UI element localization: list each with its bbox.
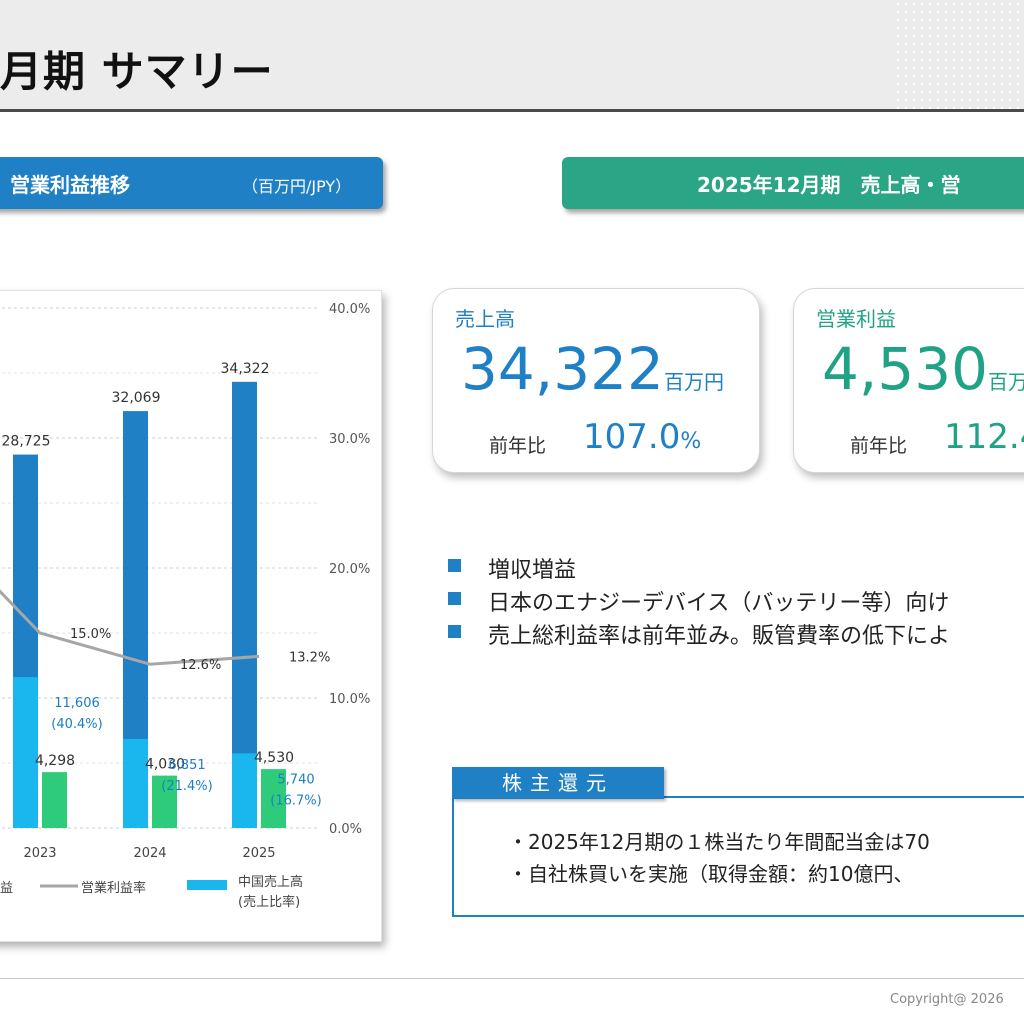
kpi-sales-unit: 百万円 <box>663 370 724 394</box>
chart-card <box>0 290 382 942</box>
kpi-op-yoy-line: 112.4 <box>944 417 1024 457</box>
sales-data-label: 28,725 <box>2 434 51 450</box>
kpi-sales-yoy-label: 前年比 <box>489 435 547 457</box>
bullet-square-icon <box>448 592 461 605</box>
y2-tick-label: 40.0% <box>329 302 370 317</box>
china-sales-bar <box>123 738 148 828</box>
summary-banner-title: 2025年12月期 売上高・営 <box>697 173 961 197</box>
china-ratio-label: (16.7%) <box>270 793 321 808</box>
kpi-sales-yoy-value: 107.0 <box>583 417 681 457</box>
legend-label: 益 <box>0 881 13 896</box>
legend-label: 営業利益率 <box>81 880 146 896</box>
list-item: 日本のエナジーデバイス（バッテリー等）向け <box>446 585 950 618</box>
margin-data-label: 12.6% <box>180 658 221 673</box>
header-bar: 月期 サマリー <box>0 0 1024 112</box>
op-data-label: 4,030 <box>145 757 185 773</box>
china-sales-bar <box>13 677 38 828</box>
y2-tick-label: 20.0% <box>329 562 370 577</box>
shareholder-line: ・自社株買いを実施（取得金額：約10億円、 <box>508 862 914 886</box>
kpi-sales-label: 売上高 <box>455 307 515 331</box>
y2-tick-label: 0.0% <box>329 822 362 837</box>
bullet-square-icon <box>448 559 461 572</box>
sales-data-label: 34,322 <box>221 361 270 377</box>
copyright-text: Copyright@ 2026 <box>890 992 1004 1007</box>
x-tick-label: 2025 <box>242 846 275 861</box>
kpi-op-value: 4,530 <box>822 335 989 403</box>
china-data-label: 6,851 <box>168 758 205 773</box>
kpi-op-yoy-value: 112.4 <box>944 417 1024 457</box>
sales-data-label: 32,069 <box>112 390 161 406</box>
legend-label: 中国売上高 <box>238 874 303 890</box>
shareholder-line: ・2025年12月期の１株当たり年間配当金は70 <box>508 830 930 854</box>
kpi-op-value-line: 4,530百万円 <box>822 335 1024 403</box>
kpi-sales-value: 34,322 <box>461 335 664 403</box>
kpi-op-label: 営業利益 <box>816 307 896 331</box>
margin-data-label: 13.2% <box>289 650 330 665</box>
chart-banner: 営業利益推移 （百万円/JPY） <box>0 157 383 209</box>
kpi-card-sales: 売上高 34,322百万円 前年比 107.0% <box>432 288 760 473</box>
margin-line <box>0 589 260 666</box>
x-tick-label: 2024 <box>133 846 166 861</box>
margin-data-label: 15.0% <box>70 627 111 642</box>
operating-profit-bar <box>42 772 67 828</box>
legend-label: (売上比率) <box>238 894 300 910</box>
china-ratio-label: (21.4%) <box>161 779 212 794</box>
operating-profit-bar <box>152 775 177 828</box>
china-data-label: 11,606 <box>54 696 100 711</box>
x-tick-label: 2023 <box>23 846 56 861</box>
bullet-square-icon <box>448 625 461 638</box>
china-sales-bar <box>232 753 257 828</box>
kpi-card-operating-profit: 営業利益 4,530百万円 前年比 112.4 <box>793 288 1024 473</box>
y2-tick-label: 30.0% <box>329 432 370 447</box>
op-data-label: 4,530 <box>254 750 294 766</box>
list-item: 増収増益 <box>446 552 950 585</box>
shareholder-return-lines: ・2025年12月期の１株当たり年間配当金は70 ・自社株買いを実施（取得金額：… <box>508 826 930 890</box>
list-item: 売上総利益率は前年並み。販管費率の低下によ <box>446 618 950 651</box>
kpi-sales-yoy-pct: % <box>680 429 702 454</box>
summary-banner: 2025年12月期 売上高・営 <box>562 157 1024 209</box>
kpi-sales-yoy-line: 107.0% <box>583 417 701 457</box>
kpi-op-unit: 百万円 <box>988 370 1024 394</box>
legend-bar-marker <box>187 880 227 890</box>
shareholder-return-box <box>452 796 1024 917</box>
shareholder-return-title: 株主還元 <box>452 767 664 799</box>
china-data-label: 5,740 <box>277 772 314 787</box>
operating-profit-bar <box>261 769 286 828</box>
footer-divider <box>0 978 1024 979</box>
kpi-sales-value-line: 34,322百万円 <box>461 335 724 403</box>
op-data-label: 4,298 <box>35 753 75 769</box>
china-ratio-label: (40.4%) <box>51 717 102 732</box>
chart-banner-unit: （百万円/JPY） <box>242 177 352 196</box>
kpi-op-yoy-label: 前年比 <box>850 435 908 457</box>
y2-tick-label: 10.0% <box>329 692 370 707</box>
chart-banner-title: 営業利益推移 <box>10 173 130 197</box>
dot-pattern <box>894 0 1024 110</box>
page-title: 月期 サマリー <box>0 47 274 96</box>
highlight-list: 増収増益 日本のエナジーデバイス（バッテリー等）向け 売上総利益率は前年並み。販… <box>446 552 950 651</box>
